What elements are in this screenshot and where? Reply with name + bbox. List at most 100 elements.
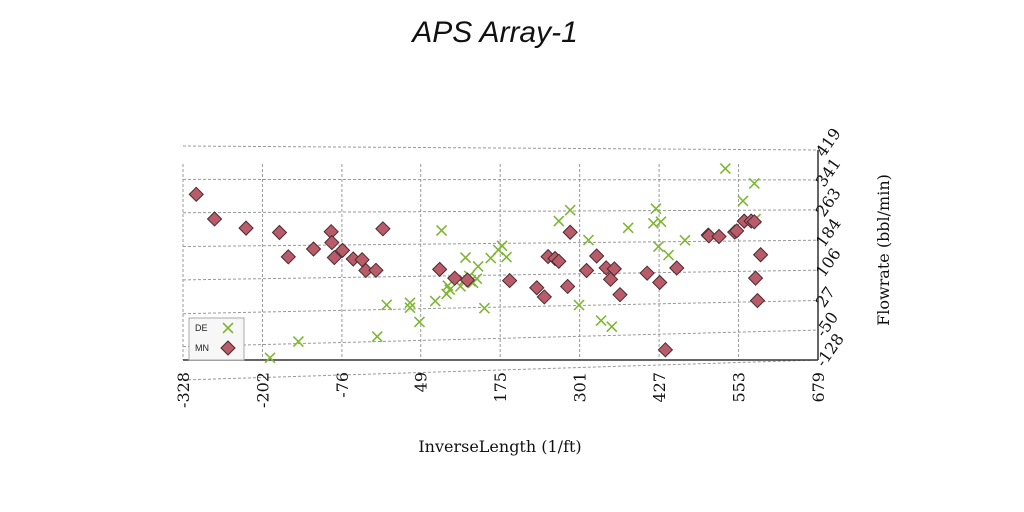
data-point-de — [471, 273, 483, 285]
data-point-de — [459, 252, 472, 264]
data-point-de — [429, 295, 441, 307]
data-points — [188, 162, 769, 364]
marker-stroke — [429, 295, 441, 307]
data-point-mn — [746, 214, 763, 230]
data-point-mn — [559, 278, 576, 295]
data-point-mn — [752, 247, 769, 263]
data-point-de — [381, 299, 393, 311]
data-point-de — [652, 240, 665, 253]
data-point-de — [737, 195, 749, 207]
data-point-de — [404, 302, 416, 314]
marker-stroke — [748, 177, 760, 189]
grid — [182, 145, 819, 381]
marker-stroke — [595, 314, 607, 327]
data-point-de — [264, 352, 276, 364]
data-point-de — [564, 204, 576, 216]
y-tick-label: 27 — [812, 283, 839, 311]
marker-stroke — [662, 249, 675, 261]
marker-stroke — [435, 224, 448, 236]
data-point-mn — [271, 224, 288, 241]
marker-stroke — [459, 252, 472, 264]
x-axis-label: InverseLength (1/ft) — [418, 437, 581, 456]
y-tick-label: 106 — [812, 245, 845, 281]
data-point-mn — [238, 220, 254, 236]
marker-stroke — [650, 203, 662, 215]
data-point-mn — [652, 274, 668, 291]
legend-marker-de — [222, 322, 234, 334]
marker-stroke — [292, 335, 304, 348]
data-point-mn — [529, 280, 545, 296]
data-point-mn — [188, 186, 204, 203]
data-point-mn — [368, 262, 384, 279]
marker-stroke — [404, 302, 416, 314]
marker-stroke — [444, 284, 456, 296]
marker-stroke — [442, 280, 454, 292]
data-point-mn — [747, 270, 764, 286]
data-point-mn — [612, 286, 628, 303]
y-tick-label: 184 — [812, 215, 845, 251]
marker-stroke — [652, 240, 665, 253]
data-point-de — [650, 203, 662, 215]
marker-stroke — [647, 217, 659, 229]
x-tick-labels: -328 -202 -76 49 175 301 427 553 679 — [174, 372, 828, 408]
x-tick-label: -76 — [333, 372, 352, 398]
data-point-mn — [305, 241, 322, 257]
x-tick-label: 679 — [809, 372, 828, 403]
data-point-de — [595, 314, 607, 327]
marker-stroke — [582, 234, 595, 246]
x-tick-label: 175 — [491, 372, 510, 403]
grid-line-horizontal — [182, 329, 819, 348]
data-point-mn — [669, 260, 685, 276]
marker-stroke — [606, 321, 618, 333]
marker-stroke — [737, 195, 749, 207]
data-point-mn — [324, 234, 340, 251]
data-point-mn — [701, 228, 717, 244]
data-point-de — [292, 335, 304, 348]
data-point-de — [553, 215, 565, 227]
marker-stroke — [264, 352, 276, 364]
y-tick-label: 341 — [812, 154, 845, 190]
x-tick-label: 553 — [730, 372, 749, 403]
marker-stroke — [471, 273, 483, 285]
data-point-mn — [447, 270, 463, 286]
x-tick-label: -202 — [253, 372, 272, 408]
data-point-de — [719, 162, 731, 175]
chart-title: APS Array-1 — [412, 16, 578, 49]
y-axis-label: Flowrate (bbl/min) — [874, 174, 893, 326]
y-tick-label: 419 — [812, 124, 845, 160]
marker-stroke — [404, 297, 416, 309]
data-point-mn — [657, 342, 674, 358]
data-point-mn — [375, 221, 391, 237]
data-point-mn — [551, 253, 567, 269]
data-point-de — [662, 249, 675, 261]
data-point-mn — [536, 289, 553, 305]
legend-box — [188, 317, 245, 361]
data-point-de — [500, 251, 513, 263]
data-point-mn — [578, 262, 595, 279]
marker-stroke — [413, 316, 426, 328]
marker-stroke — [496, 240, 508, 252]
legend-marker-mn — [220, 340, 236, 356]
data-point-de — [573, 299, 585, 311]
data-point-de — [496, 240, 508, 252]
marker-stroke — [622, 222, 634, 234]
data-point-mn — [562, 224, 578, 240]
grid-line-horizontal — [182, 209, 819, 214]
data-point-mn — [431, 261, 448, 278]
marker-stroke — [655, 216, 667, 228]
legend: DE MN — [188, 317, 245, 361]
marker-stroke — [719, 162, 731, 175]
marker-stroke — [553, 215, 565, 227]
data-point-de — [478, 302, 490, 314]
data-point-mn — [334, 242, 351, 259]
x-tick-label: -328 — [174, 372, 193, 408]
data-point-de — [472, 260, 484, 272]
data-point-de — [444, 284, 456, 296]
data-point-mn — [728, 223, 745, 239]
grid-line-horizontal — [182, 178, 819, 181]
marker-stroke — [573, 299, 585, 311]
marker-stroke — [472, 260, 484, 272]
data-point-mn — [326, 249, 343, 266]
data-point-mn — [588, 248, 605, 264]
